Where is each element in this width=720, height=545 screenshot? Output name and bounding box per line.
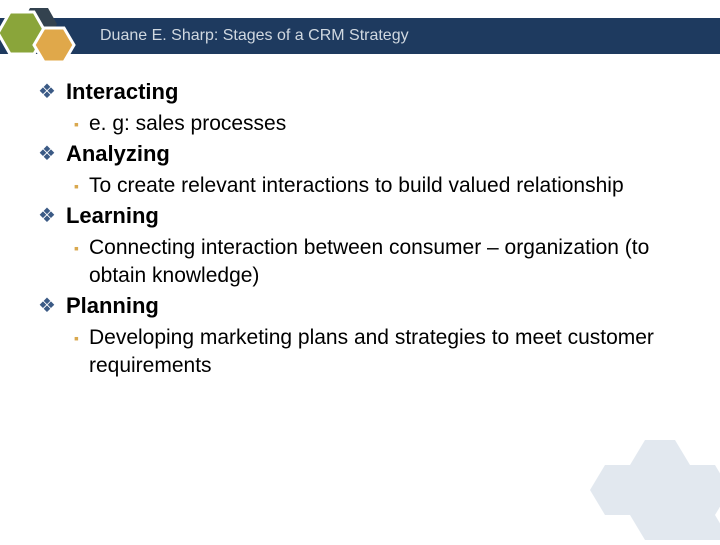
title-band: Duane E. Sharp: Stages of a CRM Strategy <box>0 18 720 54</box>
diamond-bullet-icon: ❖ <box>38 292 56 320</box>
hexagon-decoration-bottom-right <box>570 430 720 540</box>
list-subitem: ▪ To create relevant interactions to bui… <box>74 172 690 200</box>
list-item: ❖ Learning <box>38 202 690 230</box>
item-heading: Learning <box>66 202 159 230</box>
subitem-text: Developing marketing plans and strategie… <box>89 324 690 380</box>
list-subitem: ▪ Developing marketing plans and strateg… <box>74 324 690 380</box>
hexagon-decoration-top-left <box>0 0 95 70</box>
square-bullet-icon: ▪ <box>74 324 79 352</box>
item-heading: Interacting <box>66 78 178 106</box>
list-subitem: ▪ Connecting interaction between consume… <box>74 234 690 290</box>
subitem-text: Connecting interaction between consumer … <box>89 234 690 290</box>
diamond-bullet-icon: ❖ <box>38 140 56 168</box>
subitem-text: e. g: sales processes <box>89 110 286 138</box>
diamond-bullet-icon: ❖ <box>38 78 56 106</box>
square-bullet-icon: ▪ <box>74 234 79 262</box>
content-region: ❖ Interacting ▪ e. g: sales processes ❖ … <box>38 78 690 382</box>
list-item: ❖ Analyzing <box>38 140 690 168</box>
diamond-bullet-icon: ❖ <box>38 202 56 230</box>
item-heading: Planning <box>66 292 159 320</box>
item-heading: Analyzing <box>66 140 170 168</box>
list-item: ❖ Planning <box>38 292 690 320</box>
list-item: ❖ Interacting <box>38 78 690 106</box>
list-subitem: ▪ e. g: sales processes <box>74 110 690 138</box>
square-bullet-icon: ▪ <box>74 110 79 138</box>
subitem-text: To create relevant interactions to build… <box>89 172 624 200</box>
square-bullet-icon: ▪ <box>74 172 79 200</box>
slide-title: Duane E. Sharp: Stages of a CRM Strategy <box>100 27 409 45</box>
